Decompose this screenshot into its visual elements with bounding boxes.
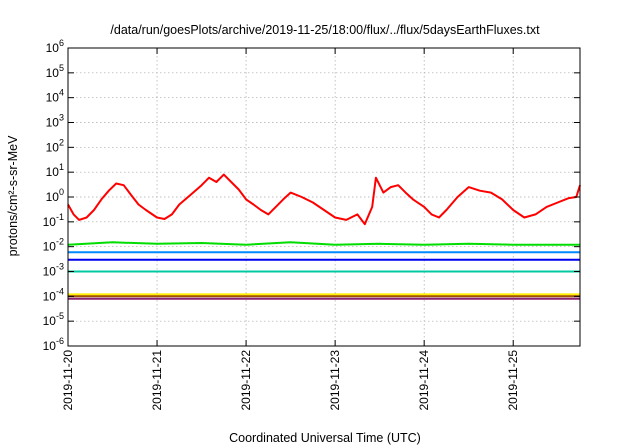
y-tick-label: 106	[46, 38, 64, 55]
y-tick-label: 10-6	[43, 336, 64, 353]
chart-title: /data/run/goesPlots/archive/2019-11-25/1…	[110, 23, 540, 37]
ticks: 10-6 10-5 10-4 10-3 10-2 10-1 100 101 102 103 104 1…	[43, 38, 580, 411]
x-tick-label: 2019-11-21	[150, 350, 164, 411]
x-tick-label: 2019-11-20	[61, 350, 75, 411]
y-tick-label: 100	[46, 187, 64, 204]
x-tick-label: 2019-11-22	[239, 350, 253, 411]
y-axis-label: protons/cm²-s-sr-MeV	[6, 135, 20, 257]
y-tick-label: 10-1	[43, 212, 64, 229]
series-layer	[67, 173, 581, 300]
y-tick-label: 10-4	[43, 286, 64, 303]
y-tick-label: 105	[46, 63, 64, 80]
x-tick-label: 2019-11-25	[506, 350, 520, 411]
x-tick-label: 2019-11-24	[417, 350, 431, 411]
y-tick-label: 101	[46, 162, 64, 179]
grid	[67, 47, 580, 347]
y-tick-label: 10-3	[43, 262, 64, 279]
series-line-1	[67, 173, 581, 226]
series-line-2	[67, 241, 580, 246]
y-tick-label: 102	[46, 137, 64, 154]
y-tick-label: 104	[46, 88, 64, 105]
x-axis-label: Coordinated Universal Time (UTC)	[229, 431, 421, 445]
y-tick-label: 10-2	[43, 237, 64, 254]
x-tick-label: 2019-11-23	[328, 350, 342, 411]
y-tick-label: 103	[46, 113, 64, 130]
y-tick-label: 10-5	[43, 311, 64, 328]
